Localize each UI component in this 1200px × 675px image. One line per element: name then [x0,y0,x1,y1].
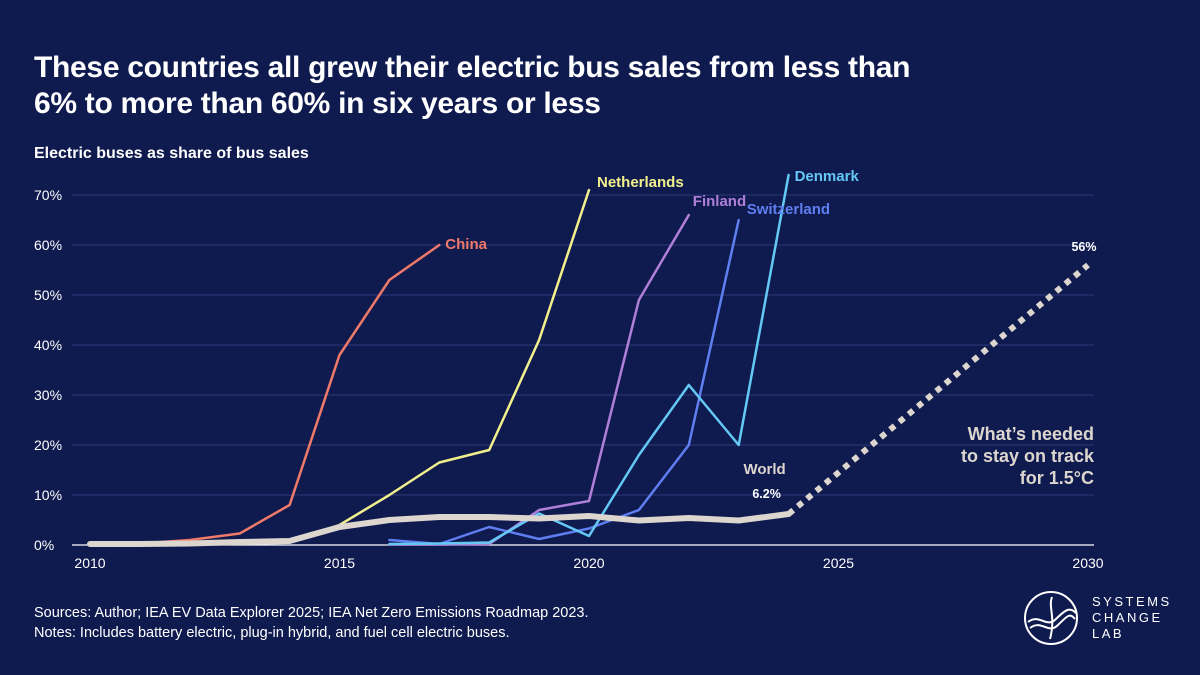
y-tick-label: 40% [34,337,62,353]
series-label-netherlands: Netherlands [597,174,684,191]
chart-subtitle: Electric buses as share of bus sales [34,145,309,162]
logo-line-2: CHANGE [1092,610,1163,625]
y-axis-ticks: 0% 10% 20% 30% 40% 50% 60% 70% [34,187,62,553]
x-tick-label: 2030 [1072,555,1103,571]
y-tick-label: 20% [34,437,62,453]
y-tick-label: 10% [34,487,62,503]
systems-change-lab-logo: SYSTEMS CHANGE LAB [1022,589,1172,647]
chart-title: These countries all grew their electric … [34,51,911,120]
series-line-switzerland [388,218,740,546]
x-tick-label: 2015 [324,555,355,571]
y-tick-label: 60% [34,237,62,253]
series-line-netherlands [238,188,591,545]
series-lines [87,173,1090,547]
series-label-denmark: Denmark [795,168,860,185]
grid-lines [72,194,1094,546]
series-label-world: World [743,461,785,478]
target-label-line-3: for 1.5°C [1020,468,1094,488]
series-label-switzerland: Switzerland [747,201,830,218]
y-tick-label: 30% [34,387,62,403]
target-end-value: 56% [1071,240,1096,254]
series-label-finland: Finland [693,193,746,210]
y-tick-label: 70% [34,187,62,203]
series-label-china: China [445,236,487,253]
series-labels: China Netherlands Finland Switzerland Denmar… [445,168,859,478]
footer: Sources: Author; IEA EV Data Explorer 20… [34,603,589,643]
x-tick-label: 2010 [74,555,105,571]
y-tick-label: 0% [34,537,54,553]
sources-note: Sources: Author; IEA EV Data Explorer 20… [34,605,589,621]
logo-line-1: SYSTEMS [1092,594,1172,609]
systems-change-lab-logo-icon [1024,591,1078,645]
target-label-line-1: What’s needed [968,424,1094,444]
x-tick-label: 2020 [573,555,604,571]
x-axis-ticks: 2010 2015 2020 2025 2030 [74,555,1103,571]
logo-line-3: LAB [1092,626,1125,641]
series-line-world [87,511,792,547]
y-tick-label: 50% [34,287,62,303]
x-tick-label: 2025 [823,555,854,571]
notes-text: Notes: Includes battery electric, plug-i… [34,625,510,641]
projection-line [786,262,1090,517]
series-line-denmark [388,173,790,546]
target-label-line-2: to stay on track [961,446,1095,466]
world-end-value: 6.2% [752,487,781,501]
